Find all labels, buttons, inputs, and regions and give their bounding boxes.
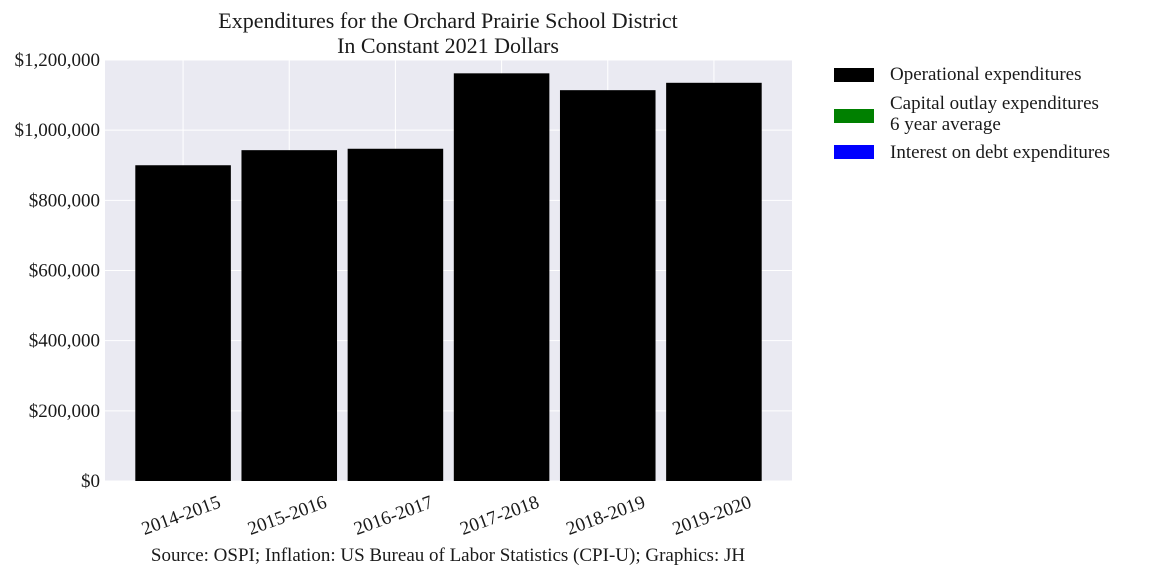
chart-title: Expenditures for the Orchard Prairie Sch… <box>218 8 677 33</box>
x-tick-label: 2015-2016 <box>245 492 330 540</box>
bar <box>347 148 444 481</box>
legend-label: Interest on debt expenditures <box>890 142 1110 163</box>
legend-label: Capital outlay expenditures <box>890 93 1099 114</box>
bars <box>135 73 762 482</box>
y-tick-label: $0 <box>81 471 100 492</box>
y-tick-label: $400,000 <box>29 331 100 352</box>
x-tick-label: 2019-2020 <box>670 492 755 540</box>
legend-label: 6 year average <box>890 114 1001 135</box>
legend-swatch <box>834 145 874 159</box>
legend-swatch <box>834 109 874 123</box>
y-tick-label: $1,000,000 <box>15 120 101 141</box>
x-tick-label: 2016-2017 <box>351 492 436 540</box>
bar <box>559 90 656 482</box>
legend-swatch <box>834 68 874 82</box>
y-tick-label: $1,200,000 <box>15 50 101 71</box>
source-note: Source: OSPI; Inflation: US Bureau of La… <box>151 545 745 566</box>
legend-label: Operational expenditures <box>890 64 1082 85</box>
x-tick-label: 2014-2015 <box>139 492 224 540</box>
y-axis-ticks: $0 $200,000 $400,000 $600,000 $800,000 $1,000… <box>15 50 101 492</box>
bar <box>241 150 338 481</box>
x-tick-label: 2018-2019 <box>564 492 649 540</box>
y-tick-label: $800,000 <box>29 190 100 211</box>
chart-subtitle: In Constant 2021 Dollars <box>337 33 559 58</box>
legend: Operational expenditures Capital outlay e… <box>834 64 1110 163</box>
x-tick-label: 2017-2018 <box>457 492 542 540</box>
x-axis-ticks: 2014-2015 2015-2016 2016-2017 2017-2018 2018… <box>139 492 754 540</box>
bar <box>666 82 762 481</box>
y-tick-label: $600,000 <box>29 261 100 282</box>
bar <box>135 165 231 481</box>
bar <box>453 73 550 481</box>
y-tick-label: $200,000 <box>29 401 100 422</box>
